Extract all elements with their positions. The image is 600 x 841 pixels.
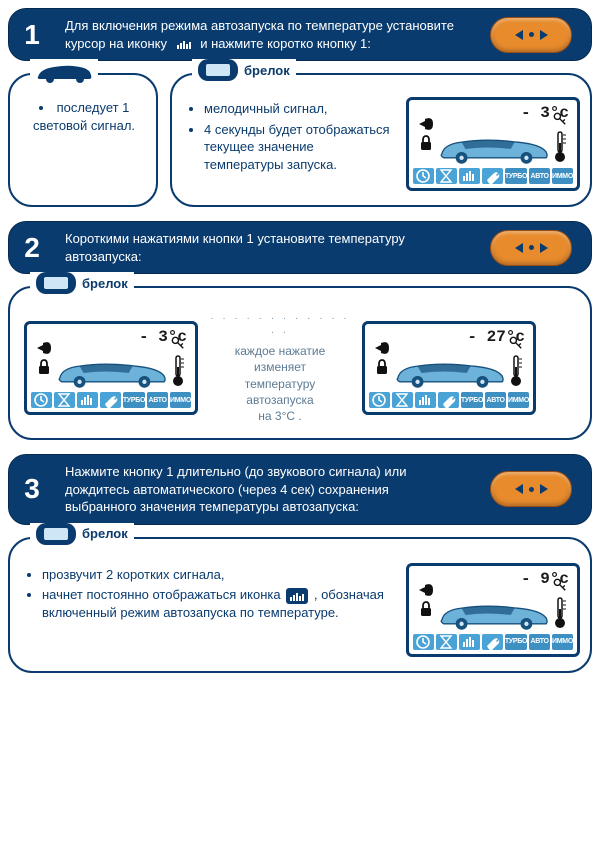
lcd1-temp: - 3°c: [521, 104, 569, 122]
panel2-mid-text: · · · · · · · · · · · · · · каждое нажат…: [210, 312, 350, 424]
panel-fob-1: брелок мелодичный сигнал, 4 секунды буде…: [170, 73, 592, 207]
remote-button-icon: [490, 230, 572, 266]
lock-icon: [375, 359, 389, 375]
thermometer-icon: [554, 596, 566, 630]
step-2-header: 2 Короткими нажатиями кнопки 1 установит…: [8, 221, 592, 274]
step-3-header: 3 Нажмите кнопку 1 длительно (до звуково…: [8, 454, 592, 525]
step-2-remote: [471, 222, 591, 273]
horn-icon: [373, 340, 391, 356]
step-2-number: 2: [9, 222, 55, 273]
lcd1-bottom-bar: ТУРБО АВТО ИММО: [413, 168, 573, 184]
temperature-chart-icon: [286, 588, 308, 604]
step-3-text: Нажмите кнопку 1 длительно (до звукового…: [55, 455, 471, 524]
car-graphic: [438, 600, 550, 630]
thermometer-icon: [554, 130, 566, 164]
fob-label-2: брелок: [82, 276, 128, 291]
thermometer-icon: [172, 354, 184, 388]
lcd3-temp: - 9°c: [521, 570, 569, 588]
lcd-3: - 9°c ТУРБО: [406, 563, 580, 657]
car-graphic: [438, 134, 550, 164]
thermometer-icon: [510, 354, 522, 388]
remote-button-icon: [490, 17, 572, 53]
lock-icon: [419, 601, 433, 617]
panel-fob-2: брелок - 3°c: [8, 286, 592, 440]
lcd2a-temp: - 3°c: [139, 328, 187, 346]
dots-row: · · · · · · · · · · · · · ·: [210, 312, 350, 339]
fob-label-3: брелок: [82, 526, 128, 541]
lcd-2a: - 3°c ТУРБО: [24, 321, 198, 415]
car-chip: [30, 59, 98, 85]
car-icon: [36, 59, 92, 85]
step-3-number: 3: [9, 455, 55, 524]
car-graphic: [56, 358, 168, 388]
fob1-item-0: мелодичный сигнал,: [204, 100, 394, 118]
fob-label-1: брелок: [244, 63, 290, 78]
fob-icon: [36, 523, 76, 545]
lock-icon: [419, 135, 433, 151]
fob1-item-1: 4 секунды будет отображаться текущее зна…: [204, 121, 394, 174]
step-1-header: 1 Для включения режима автозапуска по те…: [8, 8, 592, 61]
horn-icon: [35, 340, 53, 356]
horn-icon: [417, 116, 435, 132]
fob-chip-2: брелок: [30, 272, 134, 294]
lcd-2b: - 27°c ТУРБО: [362, 321, 536, 415]
fob-icon: [36, 272, 76, 294]
page: 1 Для включения режима автозапуска по те…: [0, 0, 600, 695]
step-1-text-b: и нажмите коротко кнопку 1:: [200, 36, 371, 51]
lcd2b-temp: - 27°c: [467, 328, 525, 346]
remote-button-icon: [490, 471, 572, 507]
step-1-text: Для включения режима автозапуска по темп…: [55, 9, 471, 60]
lcd-1: - 3°c: [406, 97, 580, 191]
lock-icon: [37, 359, 51, 375]
step-1-remote: [471, 9, 591, 60]
panel3-item-1: начнет постоянно отображаться иконка , о…: [42, 586, 394, 621]
panel3-item-0: прозвучит 2 коротких сигнала,: [42, 566, 394, 584]
step-2-text: Короткими нажатиями кнопки 1 установите …: [55, 222, 471, 273]
step-1-panels: последует 1 световой сигнал. брелок мело…: [8, 73, 592, 221]
temperature-chart-icon: [173, 36, 195, 52]
panel-fob-3: брелок прозвучит 2 коротких сигнала, нач…: [8, 537, 592, 673]
horn-icon: [417, 582, 435, 598]
fob-chip-1: брелок: [192, 59, 296, 81]
step-3-remote: [471, 455, 591, 524]
panel-car-signal: последует 1 световой сигнал.: [8, 73, 158, 207]
car-signal-item: последует 1 световой сигнал.: [24, 99, 144, 134]
car-graphic: [394, 358, 506, 388]
step-1-number: 1: [9, 9, 55, 60]
fob-chip-3: брелок: [30, 523, 134, 545]
fob-icon: [198, 59, 238, 81]
